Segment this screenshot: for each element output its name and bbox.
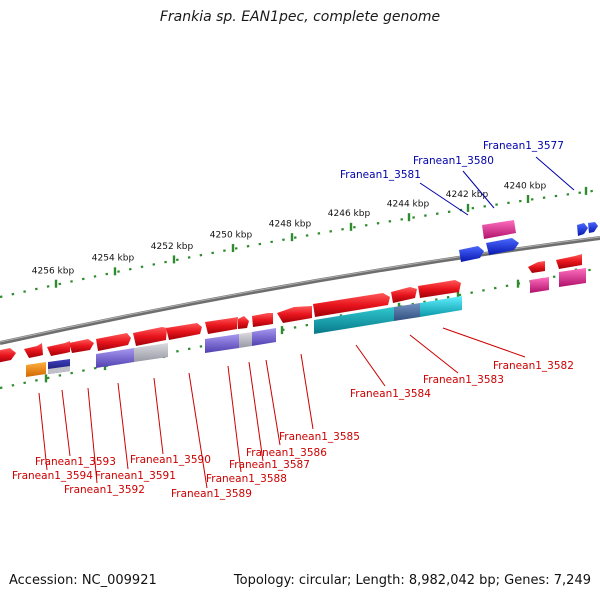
- gene-label[interactable]: Franean1_3577: [483, 140, 564, 152]
- gene-arrow[interactable]: [459, 246, 484, 262]
- gene-label[interactable]: Franean1_3594: [12, 470, 93, 482]
- genome-title: Frankia sp. EAN1pec, complete genome: [159, 9, 441, 25]
- scale-tick-label: 4252 kbp: [151, 242, 194, 252]
- gene-arrow[interactable]: [47, 341, 70, 356]
- major-ticks: [54, 186, 588, 288]
- gene-label[interactable]: Franean1_3584: [350, 388, 431, 400]
- gene-box[interactable]: [482, 220, 516, 239]
- gene-arrow[interactable]: [133, 327, 167, 346]
- genome-summary-text: Topology: circular; Length: 8,982,042 bp…: [233, 573, 591, 588]
- gene-label[interactable]: Franean1_3593: [35, 456, 116, 468]
- gene-box[interactable]: [420, 296, 462, 317]
- gene-arrow[interactable]: [528, 261, 545, 273]
- gene-box[interactable]: [530, 277, 549, 293]
- gene-arrow[interactable]: [252, 313, 273, 327]
- gene-box[interactable]: [48, 366, 70, 374]
- gene-arrow[interactable]: [166, 323, 202, 340]
- gene-label[interactable]: Franean1_3587: [229, 459, 310, 471]
- gene-arrow[interactable]: [238, 316, 249, 329]
- gene-box[interactable]: [314, 307, 394, 334]
- gene-arrow[interactable]: [24, 343, 43, 358]
- scale-labels: 4256 kbp 4254 kbp 4252 kbp 4250 kbp 4248 kbp…: [32, 181, 547, 276]
- gene-arrow[interactable]: [486, 238, 519, 255]
- accession-text: Accession: NC_009921: [9, 573, 157, 588]
- scale-tick-label: 4250 kbp: [210, 230, 253, 240]
- gene-label[interactable]: Franean1_3589: [171, 488, 252, 500]
- scale-tick-label: 4244 kbp: [387, 199, 430, 209]
- scale-tick-label: 4256 kbp: [32, 266, 75, 276]
- gene-label[interactable]: Franean1_3586: [246, 447, 327, 459]
- gene-label[interactable]: Franean1_3583: [423, 374, 504, 386]
- gene-arrow[interactable]: [556, 254, 582, 269]
- inner-arc: [0, 266, 600, 390]
- gene-box[interactable]: [134, 343, 168, 362]
- scale-tick-label: 4242 kbp: [446, 190, 489, 200]
- genes: [0, 220, 598, 377]
- scale-tick-label: 4246 kbp: [328, 209, 371, 219]
- gene-label[interactable]: Franean1_3582: [493, 360, 574, 372]
- gene-arrow[interactable]: [0, 348, 16, 363]
- gene-arrow[interactable]: [205, 317, 238, 334]
- label-connectors: [38, 156, 575, 489]
- gene-arrow[interactable]: [96, 333, 131, 351]
- gene-arrow[interactable]: [588, 222, 598, 233]
- gene-box[interactable]: [559, 268, 586, 287]
- gene-label[interactable]: Franean1_3592: [64, 484, 145, 496]
- gene-arrow[interactable]: [69, 339, 94, 353]
- gene-label[interactable]: Franean1_3591: [95, 470, 176, 482]
- gene-box[interactable]: [239, 332, 252, 348]
- scale-arc: [0, 188, 600, 299]
- genome-backbone: [0, 236, 600, 345]
- scale-tick-label: 4254 kbp: [92, 254, 135, 264]
- scale-tick-label: 4248 kbp: [269, 220, 312, 230]
- gene-label[interactable]: Franean1_3585: [279, 431, 360, 443]
- gene-arrow[interactable]: [313, 293, 390, 317]
- gene-arrow[interactable]: [391, 287, 417, 303]
- gene-box[interactable]: [96, 348, 134, 368]
- gene-arrow[interactable]: [418, 280, 461, 298]
- gene-arrow[interactable]: [277, 306, 312, 323]
- gene-label[interactable]: Franean1_3588: [206, 473, 287, 485]
- gene-box[interactable]: [394, 303, 420, 321]
- gene-label[interactable]: Franean1_3581: [340, 169, 421, 181]
- gene-label[interactable]: Franean1_3580: [413, 155, 494, 167]
- gene-box[interactable]: [252, 328, 276, 346]
- gene-box[interactable]: [26, 362, 46, 377]
- gene-label[interactable]: Franean1_3590: [130, 454, 211, 466]
- gene-labels: Franean1_3577 Franean1_3580 Franean1_358…: [12, 140, 574, 500]
- scale-tick-label: 4240 kbp: [504, 181, 547, 191]
- gene-arrow[interactable]: [577, 223, 588, 236]
- gene-box[interactable]: [205, 334, 239, 353]
